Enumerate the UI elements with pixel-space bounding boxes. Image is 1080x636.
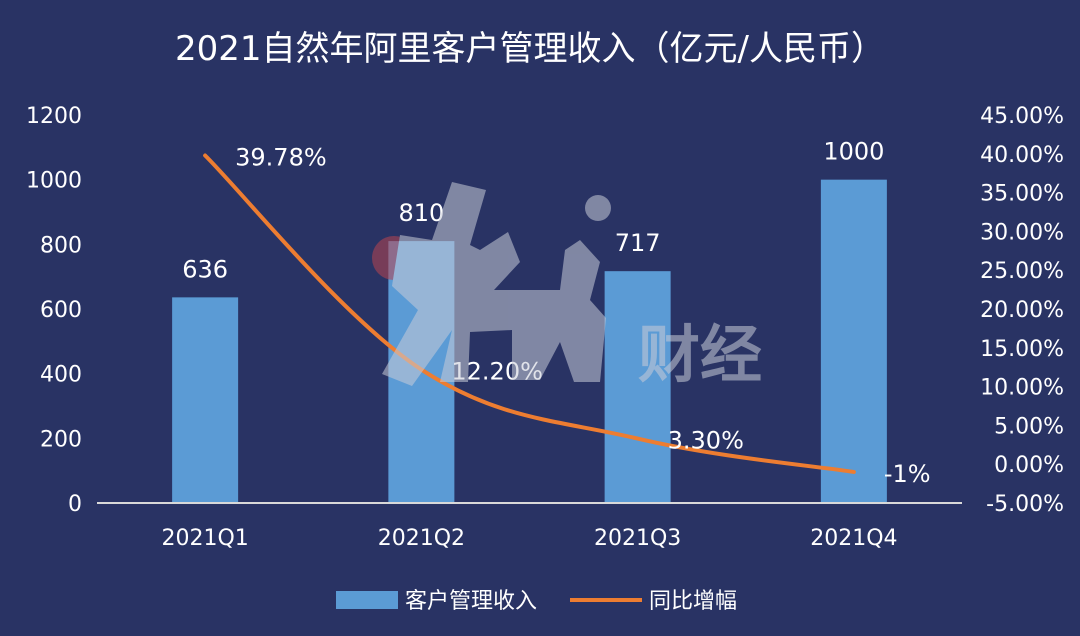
right-axis-tick-label: 35.00% bbox=[980, 182, 1064, 207]
right-axis-tick-label: 0.00% bbox=[994, 453, 1064, 478]
chart-title: 2021自然年阿里客户管理收入（亿元/人民币） bbox=[175, 29, 885, 69]
legend-swatch-bar bbox=[336, 591, 398, 609]
x-axis-tick-label: 2021Q4 bbox=[810, 526, 897, 551]
legend-label-bar: 客户管理收入 bbox=[405, 589, 537, 614]
left-axis-tick-label: 600 bbox=[40, 298, 82, 323]
line-value-label: -1% bbox=[884, 460, 931, 488]
left-axis: 0 200 400 600 800 1000 1200 bbox=[26, 104, 82, 517]
right-axis-tick-label: 15.00% bbox=[980, 337, 1064, 362]
bar bbox=[172, 297, 239, 503]
left-axis-tick-label: 200 bbox=[40, 427, 82, 452]
x-axis-tick-label: 2021Q1 bbox=[161, 526, 248, 551]
right-axis-tick-label: 40.00% bbox=[980, 143, 1064, 168]
left-axis-tick-label: 1200 bbox=[26, 104, 82, 129]
x-axis-tick-label: 2021Q3 bbox=[594, 526, 681, 551]
line-value-label: 3.30% bbox=[668, 427, 744, 455]
left-axis-tick-label: 800 bbox=[40, 233, 82, 258]
right-axis-tick-label: -5.00% bbox=[986, 492, 1064, 517]
legend-label-line: 同比增幅 bbox=[649, 589, 737, 614]
right-axis-tick-label: 10.00% bbox=[980, 376, 1064, 401]
right-axis-tick-label: 20.00% bbox=[980, 298, 1064, 323]
line-path bbox=[203, 153, 856, 474]
bar-value-label: 810 bbox=[398, 199, 444, 227]
right-axis-tick-label: 30.00% bbox=[980, 220, 1064, 245]
left-axis-tick-label: 400 bbox=[40, 363, 82, 388]
x-axis: 2021Q1 2021Q2 2021Q3 2021Q4 bbox=[161, 526, 897, 551]
left-axis-tick-label: 0 bbox=[68, 492, 82, 517]
bar-value-label: 1000 bbox=[823, 138, 884, 166]
right-axis-tick-label: 45.00% bbox=[980, 104, 1064, 129]
legend: 客户管理收入 同比增幅 bbox=[336, 589, 737, 614]
line-value-label: 39.78% bbox=[235, 144, 327, 172]
right-axis-tick-label: 5.00% bbox=[994, 414, 1064, 439]
right-axis-tick-label: 25.00% bbox=[980, 259, 1064, 284]
bar-value-label: 636 bbox=[182, 255, 228, 283]
x-axis-tick-label: 2021Q2 bbox=[378, 526, 465, 551]
watermark-logo: 财经 bbox=[372, 182, 762, 391]
watermark-text: 财经 bbox=[638, 318, 762, 391]
left-axis-tick-label: 1000 bbox=[26, 169, 82, 194]
bar bbox=[820, 179, 887, 503]
bar-value-label: 717 bbox=[615, 229, 661, 257]
watermark-dot bbox=[585, 195, 611, 221]
watermark-flame-glyph bbox=[382, 182, 606, 386]
bar bbox=[604, 271, 671, 503]
right-axis: -5.00% 0.00% 5.00% 10.00% 15.00% 20.00% 25.00%… bbox=[980, 104, 1064, 517]
